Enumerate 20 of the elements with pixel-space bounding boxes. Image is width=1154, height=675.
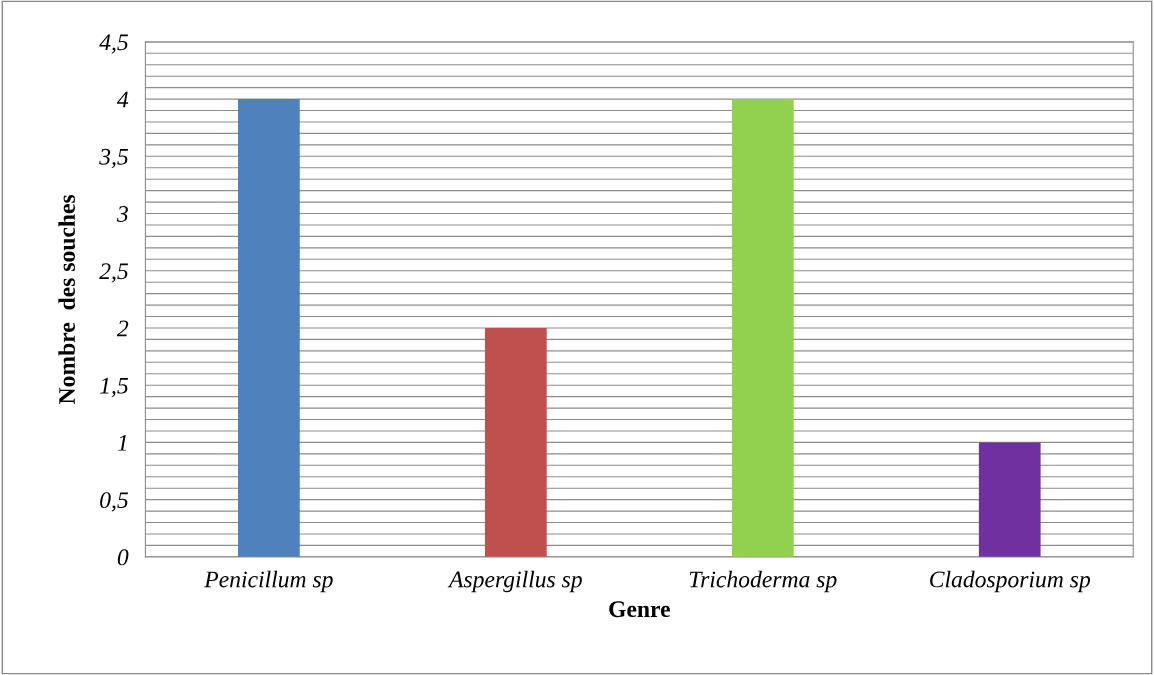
- y-tick-label: 2: [116, 320, 129, 337]
- x-axis-title: Genre: [609, 601, 670, 618]
- y-tick-label: 4,5: [99, 34, 129, 54]
- x-tick-label: Trichoderma sp: [689, 570, 837, 593]
- bar: [978, 442, 1041, 557]
- y-tick-label: 1,5: [100, 377, 129, 398]
- y-tick-label: 0: [117, 549, 129, 566]
- y-axis-title: Nombre des souches: [58, 194, 76, 404]
- y-tick-label: 4: [116, 91, 129, 108]
- bar: [731, 99, 794, 557]
- y-tick-label: 1: [117, 435, 127, 451]
- bar: [238, 99, 300, 557]
- y-tick-label: 3: [116, 206, 128, 222]
- x-tick-label: Aspergillus sp: [447, 570, 582, 593]
- y-tick-label: 0,5: [100, 492, 129, 512]
- x-tick-label: Cladosporium sp: [930, 570, 1091, 593]
- y-tick-label: 2,5: [99, 263, 129, 283]
- x-tick-label: Penicillum sp: [204, 570, 333, 593]
- bar: [484, 327, 547, 557]
- y-tick-label: 3,5: [99, 148, 129, 169]
